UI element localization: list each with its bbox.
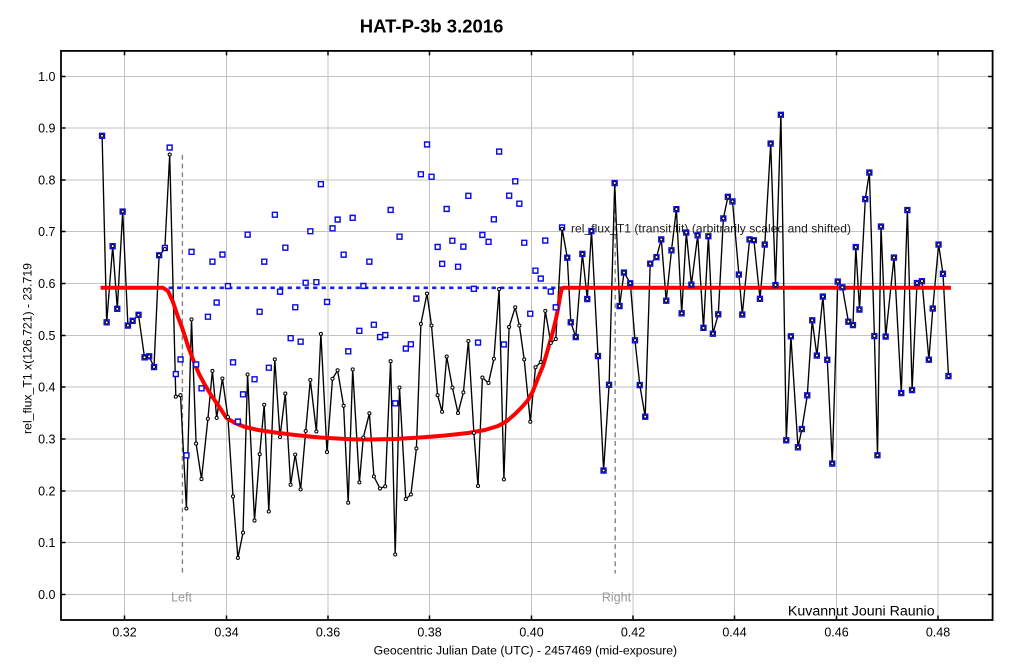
svg-text:Kuvannut Jouni Raunio: Kuvannut Jouni Raunio	[788, 604, 935, 620]
svg-text:HAT-P-3b 3.2016: HAT-P-3b 3.2016	[360, 16, 504, 37]
svg-text:0.48: 0.48	[926, 626, 950, 640]
svg-text:rel_flux_T1 x(126.721) - 23.71: rel_flux_T1 x(126.721) - 23.719	[21, 263, 35, 434]
svg-text:0.36: 0.36	[316, 626, 340, 640]
svg-text:0.1: 0.1	[38, 536, 55, 550]
svg-text:0.32: 0.32	[112, 626, 136, 640]
svg-text:0.4: 0.4	[38, 381, 55, 395]
svg-text:rel_flux_T1 (transit fit) (arb: rel_flux_T1 (transit fit) (arbitrarily s…	[571, 221, 851, 235]
svg-text:0.5: 0.5	[38, 329, 55, 343]
svg-text:0.46: 0.46	[824, 626, 848, 640]
svg-text:Left: Left	[171, 591, 192, 605]
svg-text:0.9: 0.9	[38, 122, 55, 136]
svg-text:0.2: 0.2	[38, 485, 55, 499]
svg-text:Right: Right	[602, 591, 632, 605]
svg-text:0.42: 0.42	[621, 626, 645, 640]
svg-text:0.0: 0.0	[38, 588, 55, 602]
svg-text:0.8: 0.8	[38, 174, 55, 188]
svg-text:0.44: 0.44	[722, 626, 746, 640]
svg-text:0.3: 0.3	[38, 433, 55, 447]
svg-text:0.38: 0.38	[417, 626, 441, 640]
svg-text:1.0: 1.0	[38, 70, 55, 84]
svg-text:Geocentric Julian Date (UTC) -: Geocentric Julian Date (UTC) - 2457469 (…	[374, 643, 677, 657]
svg-text:0.6: 0.6	[38, 277, 55, 291]
svg-text:0.7: 0.7	[38, 225, 55, 239]
svg-text:0.34: 0.34	[214, 626, 238, 640]
svg-text:0.40: 0.40	[519, 626, 543, 640]
